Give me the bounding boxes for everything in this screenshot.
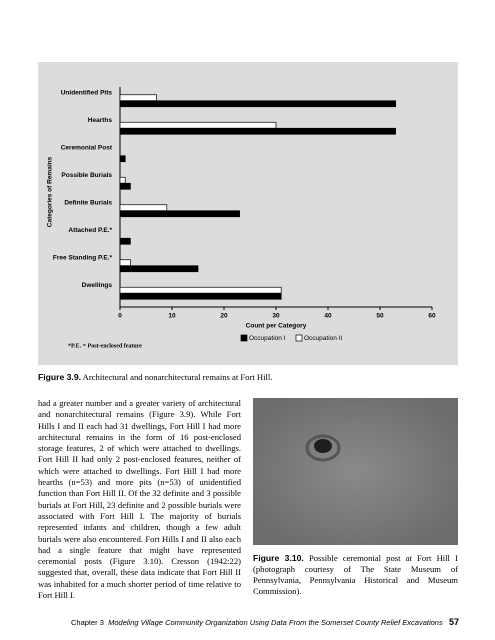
y-tick-label: Definite Burials [64,199,112,206]
photo [253,398,458,545]
page-number: 57 [448,617,459,627]
bar [119,292,282,300]
chart-background [38,62,458,365]
caption-text: Architectural and nonarchitectural remai… [82,372,273,382]
x-tick-label: 20 [220,313,228,320]
y-tick-label: Ceremonial Post [61,144,113,151]
bar [119,204,168,212]
figure-caption: Figure 3.9. Architectural and nonarchite… [38,372,272,383]
y-axis-label: Categories of Remains [47,156,54,227]
footer: Chapter 3 Modeling Village Community Org… [71,617,459,627]
footnote: *P.E. = Post-enclosed feature [68,343,142,349]
footer-chapter: Chapter 3 [71,618,104,627]
y-tick-label: Free Standing P.E.* [53,254,113,261]
y-tick-label: Dwellings [82,282,113,289]
bar [119,286,282,294]
bar [119,176,126,184]
x-axis-label: Count per Category [246,323,307,330]
legend-swatch [295,334,303,342]
x-tick-label: 0 [118,313,122,320]
bar [119,100,396,108]
x-tick-label: 50 [376,313,384,320]
caption-label: Figure 3.10. [253,553,304,563]
bar [119,182,131,190]
y-tick-label: Possible Burials [61,172,112,179]
bar [119,237,131,245]
y-tick-label: Hearths [88,117,113,124]
caption-text: Possible ceremonial post at Fort Hill I … [253,553,458,596]
bar [119,155,126,163]
chart: Categories of Remains Count per Category… [38,62,458,365]
x-tick-label: 40 [324,313,332,320]
body-text: had a greater number and a greater varie… [38,398,241,601]
bar [119,265,199,273]
legend-swatch [240,334,248,342]
y-tick-label: Attached P.E.* [68,227,112,234]
footer-title: Modeling Village Community Organization … [108,618,443,627]
photo-caption: Figure 3.10. Possible ceremonial post at… [253,553,458,597]
bar [119,127,396,135]
bar [119,121,277,129]
legend-label: Occupation I [249,335,286,342]
caption-label: Figure 3.9. [38,372,81,382]
x-tick-label: 10 [168,313,176,320]
bar [119,259,131,267]
legend-label: Occupation II [304,335,342,342]
bar [119,94,157,102]
x-tick-label: 60 [428,313,436,320]
y-tick-label: Unidentified Pits [61,89,113,96]
x-tick-label: 30 [272,313,280,320]
bar [119,210,240,218]
